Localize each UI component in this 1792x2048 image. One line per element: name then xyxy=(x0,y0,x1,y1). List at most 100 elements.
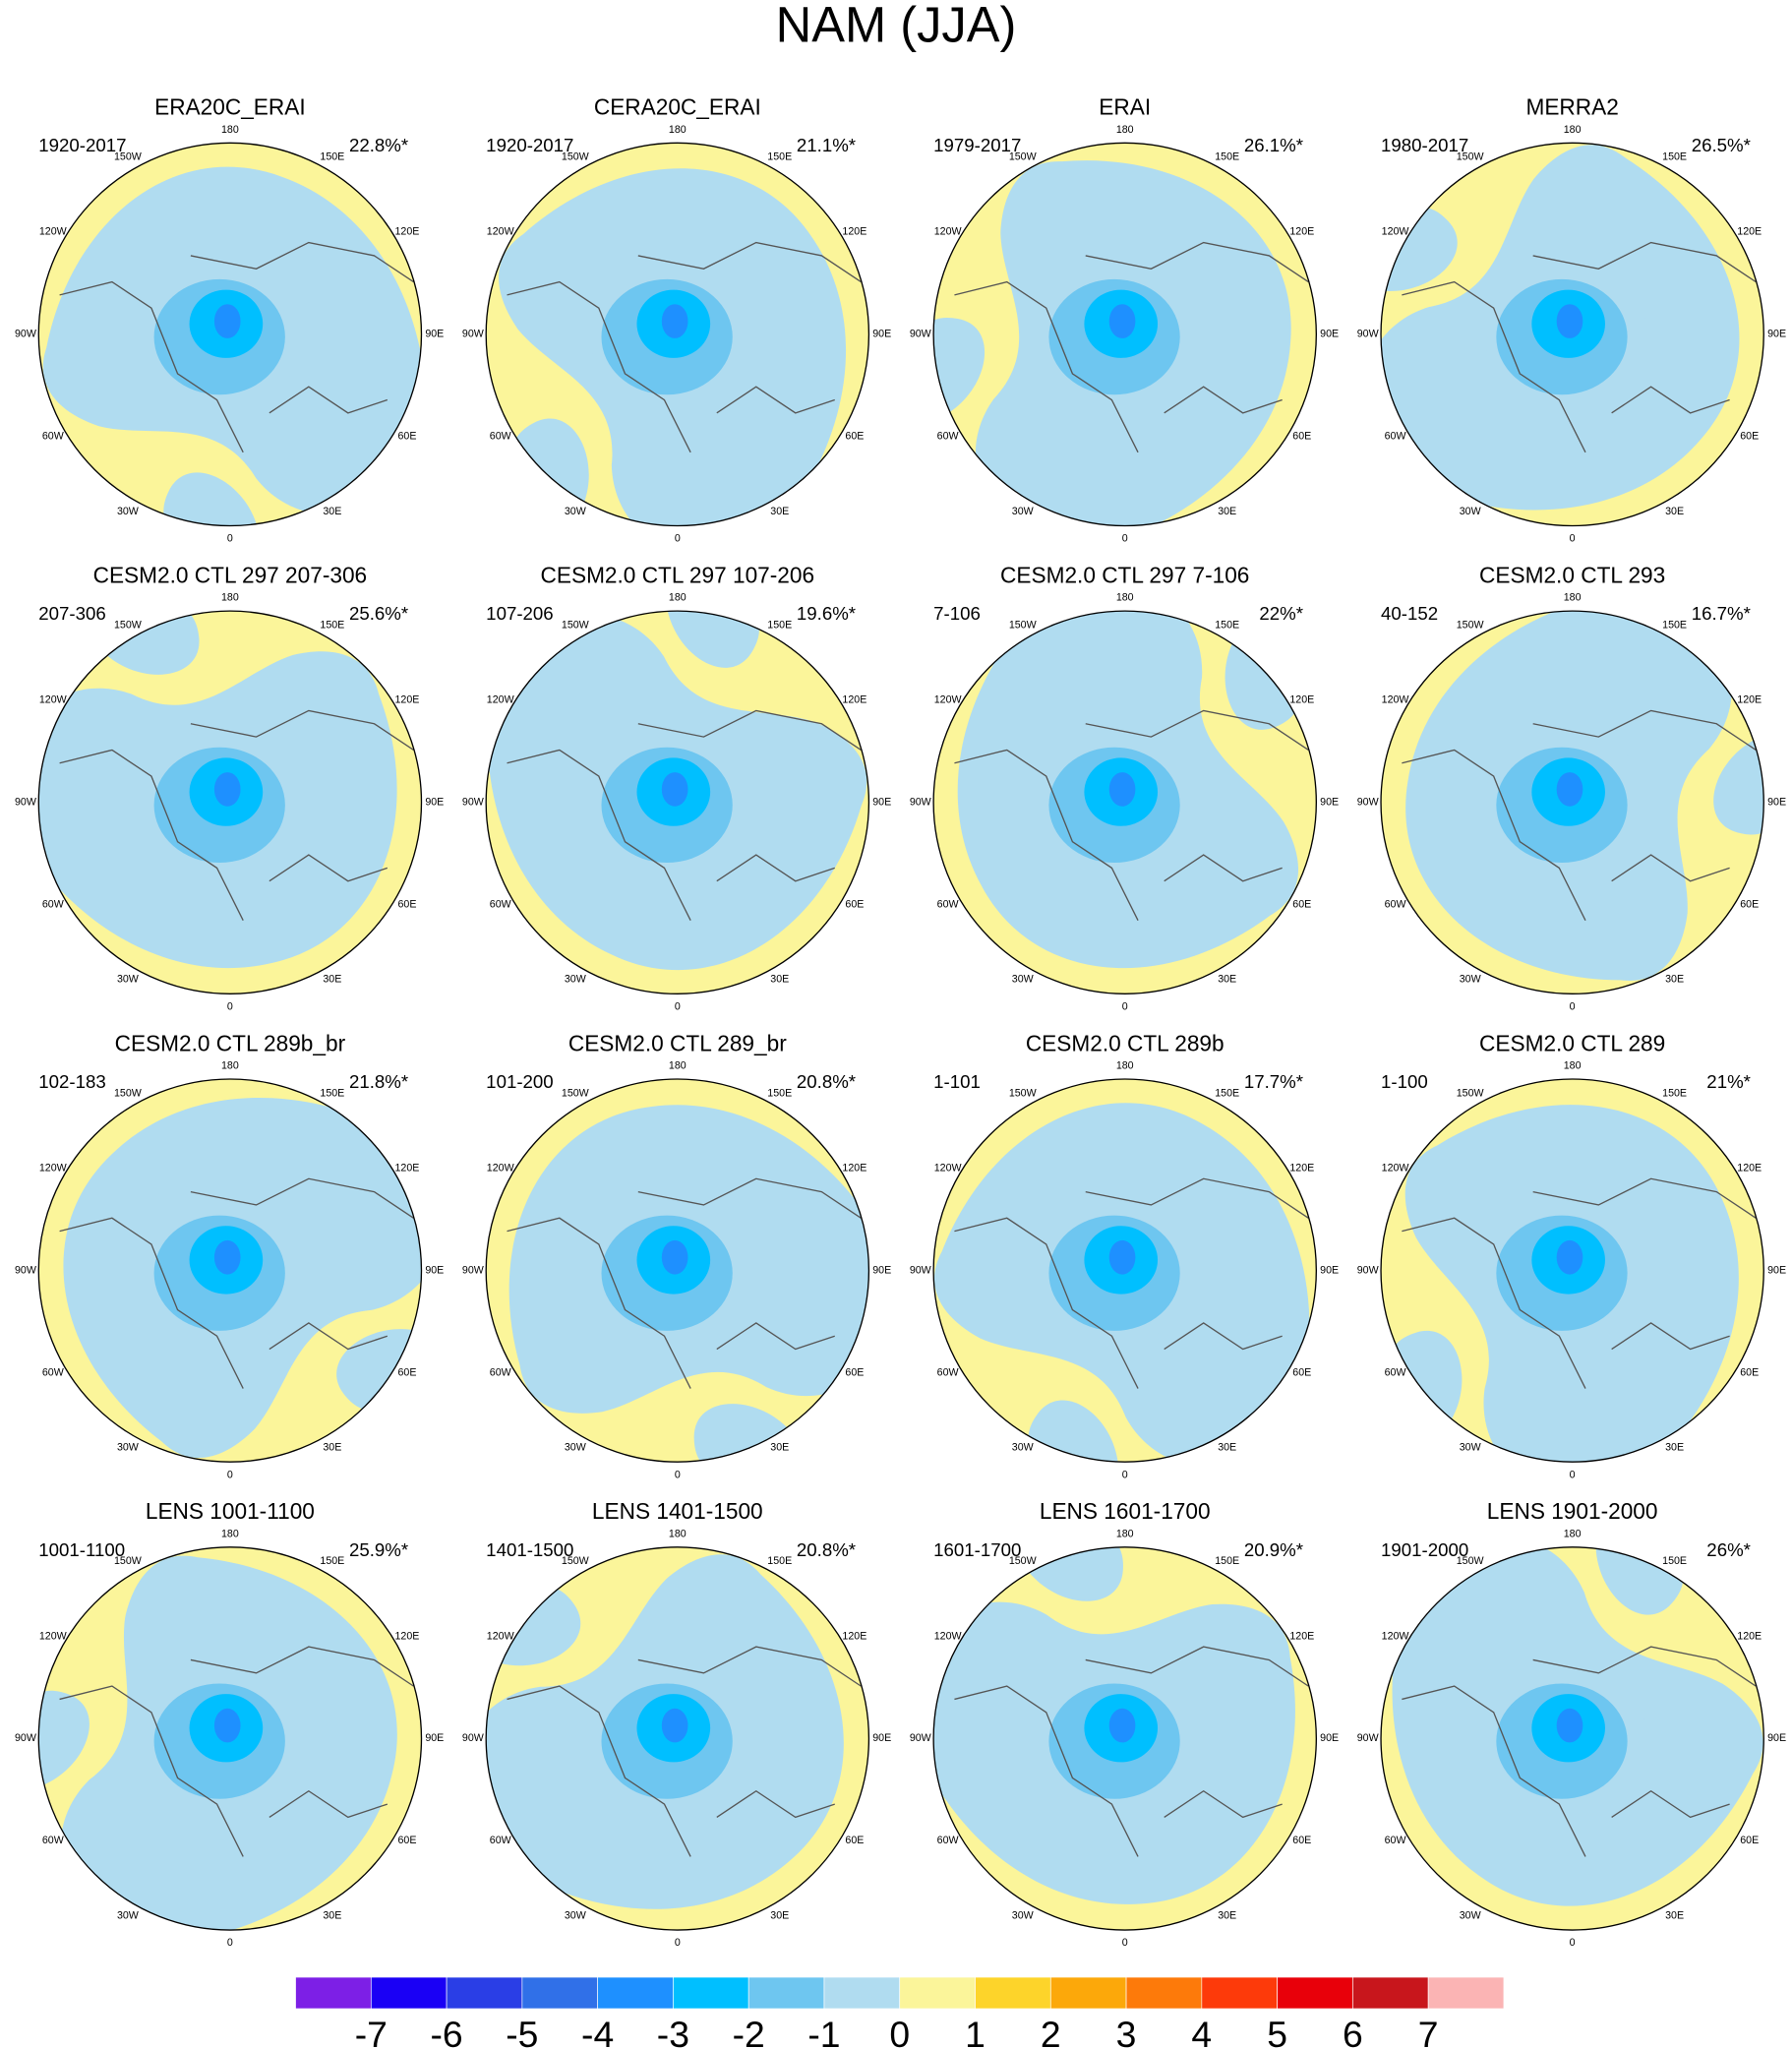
longitude-label: 60W xyxy=(490,1366,512,1378)
coastline xyxy=(954,1177,1309,1389)
longitude-label: 90W xyxy=(462,1732,485,1744)
longitude-label: 30E xyxy=(770,1909,789,1921)
panel-title: CESM2.0 CTL 297 7-106 xyxy=(1000,562,1249,587)
panel-period: 1920-2017 xyxy=(486,135,573,155)
longitude-label: 90E xyxy=(1320,1264,1339,1276)
panel-period: 1001-1100 xyxy=(38,1539,125,1560)
panel-title: MERRA2 xyxy=(1525,94,1618,120)
longitude-label: 90W xyxy=(910,797,932,809)
longitude-label: 60W xyxy=(1385,899,1407,911)
colorbar-label: 0 xyxy=(889,2014,910,2048)
longitude-label: 180 xyxy=(1564,1059,1582,1071)
longitude-label: 120E xyxy=(1289,1162,1314,1174)
panel-period: 1920-2017 xyxy=(38,135,126,155)
panel-period: 1980-2017 xyxy=(1381,135,1468,155)
longitude-label: 60W xyxy=(490,431,512,443)
longitude-label: 30W xyxy=(117,1441,140,1453)
coastline xyxy=(954,241,1309,453)
longitude-label: 180 xyxy=(1564,592,1582,604)
panel-period: 1401-1500 xyxy=(486,1539,573,1560)
map xyxy=(1381,143,1764,526)
longitude-label: 180 xyxy=(1116,124,1134,136)
longitude-label: 90E xyxy=(425,1264,444,1276)
longitude-label: 150W xyxy=(1457,1087,1485,1099)
core-region xyxy=(661,304,688,338)
longitude-label: 0 xyxy=(675,1937,681,1949)
longitude-label: 90E xyxy=(1767,797,1786,809)
panel-period: 1-100 xyxy=(1381,1071,1428,1092)
map-border xyxy=(485,142,870,527)
longitude-label: 0 xyxy=(1122,1937,1128,1949)
coastline xyxy=(59,241,414,453)
longitude-label: 0 xyxy=(1570,533,1576,545)
longitude-label: 150E xyxy=(1215,1087,1239,1099)
negative-region xyxy=(665,611,759,668)
longitude-label: 60W xyxy=(937,1835,960,1846)
longitude-label: 30E xyxy=(323,506,341,517)
longitude-label: 60E xyxy=(1292,1835,1311,1846)
panel-variance: 20.8%* xyxy=(797,1071,856,1092)
longitude-label: 60E xyxy=(1292,1366,1311,1378)
longitude-label: 90W xyxy=(1357,1264,1380,1276)
longitude-label: 90E xyxy=(1767,1732,1786,1744)
longitude-label: 90W xyxy=(1357,797,1380,809)
longitude-label: 150W xyxy=(1009,619,1038,631)
colorbar-label: -2 xyxy=(733,2014,765,2048)
longitude-label: 0 xyxy=(1570,1000,1576,1012)
panel-title: CESM2.0 CTL 297 107-206 xyxy=(541,562,815,587)
longitude-label: 0 xyxy=(227,1000,233,1012)
coastline xyxy=(1402,709,1757,921)
longitude-label: 90W xyxy=(462,797,485,809)
longitude-label: 120W xyxy=(1382,1630,1410,1642)
coastline xyxy=(507,241,862,453)
colorbar-label: -1 xyxy=(807,2014,840,2048)
longitude-label: 150E xyxy=(320,1087,344,1099)
longitude-label: 120W xyxy=(39,1162,68,1174)
panel-title: LENS 1901-2000 xyxy=(1487,1498,1658,1524)
map xyxy=(1381,1078,1764,1463)
panel-variance: 21.1%* xyxy=(797,135,856,155)
panel-variance: 22%* xyxy=(1259,603,1303,624)
colorbar-box xyxy=(446,1976,523,2010)
negative-region xyxy=(1389,1330,1463,1436)
longitude-label: 150W xyxy=(1009,1087,1038,1099)
map-border xyxy=(932,1546,1317,1931)
panel-period: 102-183 xyxy=(38,1071,105,1092)
longitude-label: 60W xyxy=(1385,431,1407,443)
longitude-label: 30E xyxy=(323,1909,341,1921)
longitude-label: 150W xyxy=(1009,151,1038,163)
longitude-label: 150W xyxy=(1457,619,1485,631)
longitude-label: 120E xyxy=(842,694,866,706)
map-border xyxy=(485,1078,870,1463)
longitude-label: 150E xyxy=(1215,1555,1239,1567)
longitude-label: 180 xyxy=(221,592,239,604)
longitude-label: 0 xyxy=(227,1469,233,1480)
longitude-label: 150E xyxy=(767,1555,792,1567)
longitude-label: 120W xyxy=(934,226,963,238)
longitude-label: 30W xyxy=(1012,1441,1035,1453)
longitude-label: 120E xyxy=(395,1630,420,1642)
map-border xyxy=(932,1078,1317,1463)
map xyxy=(933,1078,1317,1463)
longitude-label: 90E xyxy=(872,329,891,340)
longitude-label: 120W xyxy=(487,1162,515,1174)
longitude-label: 180 xyxy=(1564,124,1582,136)
panel-variance: 26%* xyxy=(1706,1539,1751,1560)
panel-period: 1-101 xyxy=(933,1071,981,1092)
core-region xyxy=(213,772,241,807)
longitude-label: 90W xyxy=(15,797,37,809)
longitude-label: 30E xyxy=(770,1441,789,1453)
colorbar-box xyxy=(1277,1976,1353,2010)
longitude-label: 180 xyxy=(669,124,687,136)
longitude-label: 150E xyxy=(1662,619,1687,631)
longitude-label: 90W xyxy=(15,1264,37,1276)
longitude-label: 30W xyxy=(565,1441,587,1453)
longitude-label: 90E xyxy=(425,1732,444,1744)
colorbar-label: -7 xyxy=(355,2014,388,2048)
longitude-label: 150W xyxy=(562,151,590,163)
colorbar-box xyxy=(1125,1976,1203,2010)
longitude-label: 120W xyxy=(487,694,515,706)
colorbar-box xyxy=(899,1976,976,2010)
coastline xyxy=(1402,1177,1757,1389)
